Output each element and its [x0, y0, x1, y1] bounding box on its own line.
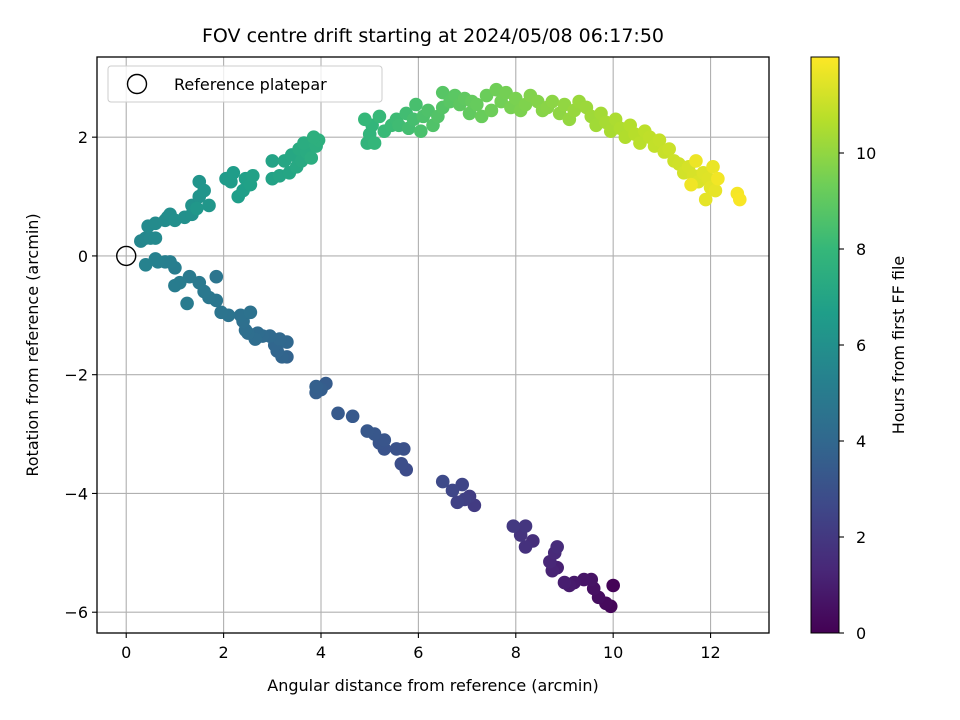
data-point: [367, 136, 382, 150]
legend-marker-reference: [126, 73, 148, 95]
x-tick-label: 6: [413, 643, 423, 662]
data-point: [358, 112, 372, 127]
data-point: [455, 477, 470, 492]
data-point: [345, 409, 360, 424]
data-point: [409, 97, 423, 112]
data-point: [304, 151, 319, 165]
y-tick-label: −2: [64, 366, 88, 385]
data-point: [499, 85, 513, 100]
data-point: [479, 88, 494, 103]
data-point: [450, 495, 465, 510]
data-point: [202, 198, 216, 213]
legend: Reference platepar: [107, 65, 383, 103]
x-axis-label: Angular distance from reference (arcmin): [267, 676, 598, 695]
data-point: [698, 192, 713, 207]
x-tick-label: 0: [121, 643, 131, 662]
data-point: [190, 201, 204, 216]
y-tick-label: −6: [64, 603, 88, 622]
data-point: [633, 136, 647, 150]
reference-platepar-marker: [116, 245, 137, 267]
x-tick-label: 2: [219, 643, 229, 662]
x-axis-ticks: 0 2 4 6 8 10 12: [121, 633, 721, 662]
data-point: [209, 269, 224, 284]
data-point: [711, 171, 725, 186]
data-point: [180, 296, 194, 311]
data-point: [652, 133, 667, 147]
legend-label-reference: Reference platepar: [174, 75, 327, 94]
data-point: [662, 142, 676, 156]
x-tick-label: 4: [316, 643, 326, 662]
data-point: [445, 483, 460, 498]
data-point: [197, 183, 211, 198]
data-point: [331, 406, 345, 421]
data-point: [389, 442, 404, 456]
data-point: [557, 97, 572, 112]
data-point: [297, 136, 311, 150]
data-point: [484, 103, 499, 118]
colorbar-tick-label: 6: [856, 336, 866, 355]
data-point: [414, 124, 428, 139]
data-point: [192, 275, 207, 290]
data-point: [168, 278, 182, 293]
data-point: [372, 109, 387, 124]
y-tick-label: 0: [78, 247, 88, 266]
data-point: [518, 540, 533, 554]
data-point: [243, 305, 258, 320]
data-point: [506, 519, 521, 533]
data-point: [474, 109, 489, 124]
data-point: [545, 94, 560, 109]
data-point: [306, 130, 321, 144]
colorbar-ticks: 0 2 4 6 8 10: [839, 144, 876, 643]
colorbar-tick-label: 10: [856, 144, 876, 163]
data-point: [377, 433, 392, 447]
colorbar-tick-label: 4: [856, 432, 866, 451]
colorbar-tick-label: 8: [856, 240, 866, 259]
data-point: [421, 103, 435, 118]
data-points: [116, 82, 747, 614]
data-point: [684, 177, 698, 192]
data-point: [226, 165, 241, 180]
data-point: [435, 474, 450, 489]
data-point: [508, 91, 523, 106]
data-point: [470, 97, 484, 112]
data-point: [148, 231, 163, 245]
y-tick-label: −4: [64, 484, 88, 503]
colorbar-tick-label: 2: [856, 528, 866, 547]
data-point: [360, 424, 375, 438]
data-point: [148, 252, 163, 266]
colorbar-label: Hours from first FF file: [889, 256, 908, 435]
data-point: [689, 154, 703, 168]
y-axis-ticks: −6 −4 −2 0 2: [64, 128, 97, 622]
y-axis-label: Rotation from reference (arcmin): [23, 213, 42, 476]
legend-box: [107, 65, 383, 103]
grid: [97, 57, 769, 633]
colorbar-tick-label: 0: [856, 624, 866, 643]
x-tick-label: 12: [700, 643, 720, 662]
colorbar: [810, 56, 840, 634]
data-point: [708, 183, 723, 198]
plot-frame: [96, 56, 770, 634]
x-tick-label: 8: [511, 643, 521, 662]
data-point: [518, 519, 533, 533]
data-point: [246, 168, 260, 183]
data-point: [394, 456, 409, 471]
data-point: [732, 192, 747, 207]
data-point: [214, 305, 228, 320]
y-tick-label: 2: [78, 128, 88, 147]
data-point: [550, 540, 564, 554]
data-point: [265, 154, 280, 168]
data-point: [309, 379, 323, 394]
chart-title: FOV centre drift starting at 2024/05/08 …: [202, 25, 664, 47]
data-point: [182, 269, 197, 284]
x-tick-label: 10: [603, 643, 623, 662]
data-point: [606, 578, 620, 593]
data-point: [557, 575, 572, 590]
data-point: [706, 160, 720, 174]
data-point: [138, 258, 153, 272]
